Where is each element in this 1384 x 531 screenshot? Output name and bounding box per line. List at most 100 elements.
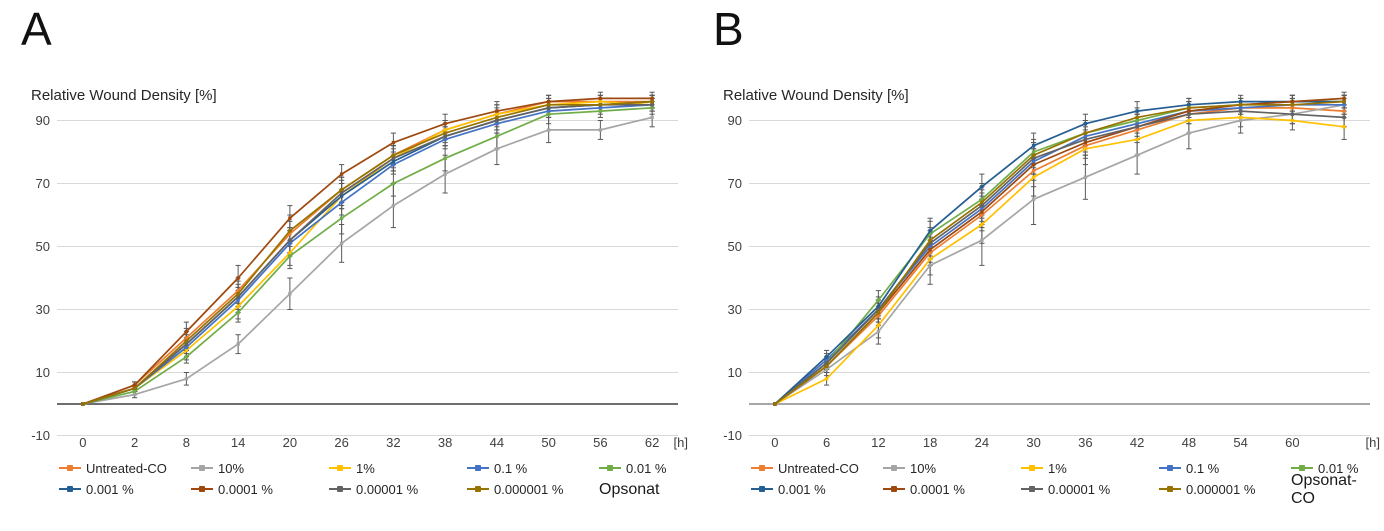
series-marker-0-001: [980, 185, 984, 189]
series-marker-untreated-co: [236, 288, 240, 293]
panel-b-title: Relative Wound Density [%]: [723, 87, 909, 104]
series-marker-10: [495, 147, 499, 151]
x-tick-label: 0: [771, 435, 778, 450]
legend-label: 1%: [356, 460, 375, 476]
series-marker-0-000001: [391, 153, 396, 157]
y-tick-label: 30: [36, 302, 50, 317]
panel-a: A Relative Wound Density [%] 90 70 50 30 10 -…: [21, 4, 688, 500]
legend-label: Untreated-CO: [778, 460, 859, 476]
series-marker-10: [184, 377, 189, 381]
series-marker-0-0001: [598, 96, 603, 101]
series-marker-0-0001: [650, 96, 654, 101]
series-marker-1: [288, 251, 292, 255]
series-marker-0-00001: [184, 342, 189, 346]
series-marker-0-01: [928, 232, 932, 236]
legend-label: 0.000001 %: [1186, 481, 1256, 497]
series-marker-0-01: [876, 298, 881, 302]
series-marker-10: [1187, 131, 1191, 135]
series-line-0-01: [82, 107, 653, 405]
legend-line-marker: [883, 485, 905, 493]
legend-item-0-000001: 0.000001 %: [1159, 480, 1291, 498]
series-marker-0-01: [236, 310, 240, 315]
legend-item-0-001: 0.001 %: [59, 480, 191, 498]
x-tick-label: 20: [283, 435, 297, 450]
series-marker-0-01: [1135, 118, 1139, 123]
series-marker-0-01: [339, 216, 344, 220]
series-marker-1: [980, 222, 984, 227]
legend-item-0-01: 0.01 %: [599, 459, 684, 477]
series-marker-0-1: [824, 358, 829, 362]
series-marker-10: [598, 128, 603, 132]
legend-item-0-1: 0.1 %: [467, 459, 599, 477]
series-marker-1: [1290, 118, 1295, 123]
series-marker-0-00001: [980, 203, 984, 208]
legend-line-marker: [751, 485, 773, 493]
series-marker-0-1: [1342, 103, 1346, 107]
series-marker-0-1: [1083, 134, 1088, 138]
series-marker-0-000001: [1135, 115, 1139, 120]
series-marker-10: [928, 263, 932, 268]
series-marker-10: [980, 238, 984, 242]
series-marker-0-00001: [1238, 109, 1243, 113]
series-line-0-000001: [82, 100, 653, 405]
series-marker-untreated-co: [980, 213, 984, 217]
x-tick-label: 14: [231, 435, 245, 450]
legend-label: 0.1 %: [494, 460, 528, 476]
legend-label: 0.001 %: [86, 481, 134, 497]
legend-line-marker: [1021, 464, 1043, 472]
series-marker-0-0001: [288, 216, 292, 220]
panel-b-letter: B: [713, 3, 744, 55]
x-tick-label: 42: [1130, 435, 1144, 450]
series-marker-0-001: [824, 355, 829, 359]
chart-a-legend: Untreated-CO 10% 1% 0.1 % 0.01 % 0.001 % 0.000…: [59, 459, 684, 500]
series-marker-0-00001: [443, 134, 447, 138]
legend-line-marker: [329, 485, 351, 493]
series-marker-0-0001: [391, 140, 396, 145]
series-marker-1: [1187, 118, 1191, 123]
chart-b-plot: 90 70 50 30 10 -10 0 6 12 18 24 30 36 42 48 54 60 [h]: [723, 91, 1380, 450]
series-marker-0-00001: [1342, 115, 1346, 120]
x-axis-unit-label: [h]: [674, 435, 688, 450]
x-tick-label: 36: [1078, 435, 1092, 450]
series-marker-0-000001: [598, 103, 603, 107]
x-tick-label: 62: [645, 435, 659, 450]
series-marker-0-0001: [443, 122, 447, 126]
legend-line-marker: [599, 464, 621, 472]
series-marker-0-1: [339, 200, 344, 205]
legend-item-10: 10%: [191, 459, 329, 477]
series-marker-0-001: [928, 229, 932, 233]
series-marker-0-0001: [1031, 162, 1036, 167]
series-marker-10: [443, 172, 447, 176]
legend-line-marker: [191, 464, 213, 472]
series-marker-1: [443, 128, 447, 132]
series-marker-0-00001: [1290, 112, 1295, 116]
series-marker-0-001: [1187, 103, 1191, 107]
x-tick-label: 32: [386, 435, 400, 450]
series-marker-0-1: [391, 162, 396, 167]
legend-item-untreated-co: Untreated-CO: [59, 459, 191, 477]
series-marker-0-00001: [546, 106, 551, 110]
series-marker-0-000001: [650, 99, 654, 104]
x-tick-label: 26: [334, 435, 348, 450]
series-marker-0-000001: [132, 386, 137, 390]
legend-label: 0.0001 %: [218, 481, 273, 497]
x-tick-label: 2: [131, 435, 138, 450]
series-line-0-00001: [774, 110, 1345, 405]
legend-item-0-000001: 0.000001 %: [467, 480, 599, 498]
series-marker-0-01: [184, 355, 189, 359]
x-tick-label: 48: [1182, 435, 1196, 450]
legend-line-marker: [59, 485, 81, 493]
legend-item-0-00001: 0.00001 %: [1021, 480, 1159, 498]
x-tick-label: 30: [1026, 435, 1040, 450]
series-marker-0-000001: [928, 238, 932, 242]
series-marker-0-01: [288, 254, 292, 258]
series-marker-0-000001: [1083, 131, 1088, 135]
series-marker-1: [598, 99, 603, 104]
series-marker-0-000001: [980, 200, 984, 205]
series-line-0-1: [82, 103, 653, 405]
series-marker-1: [928, 257, 932, 261]
series-marker-untreated-co: [184, 336, 189, 340]
legend-label: 1%: [1048, 460, 1067, 476]
series-marker-1: [1342, 125, 1346, 129]
series-marker-0-0001: [1342, 96, 1346, 101]
